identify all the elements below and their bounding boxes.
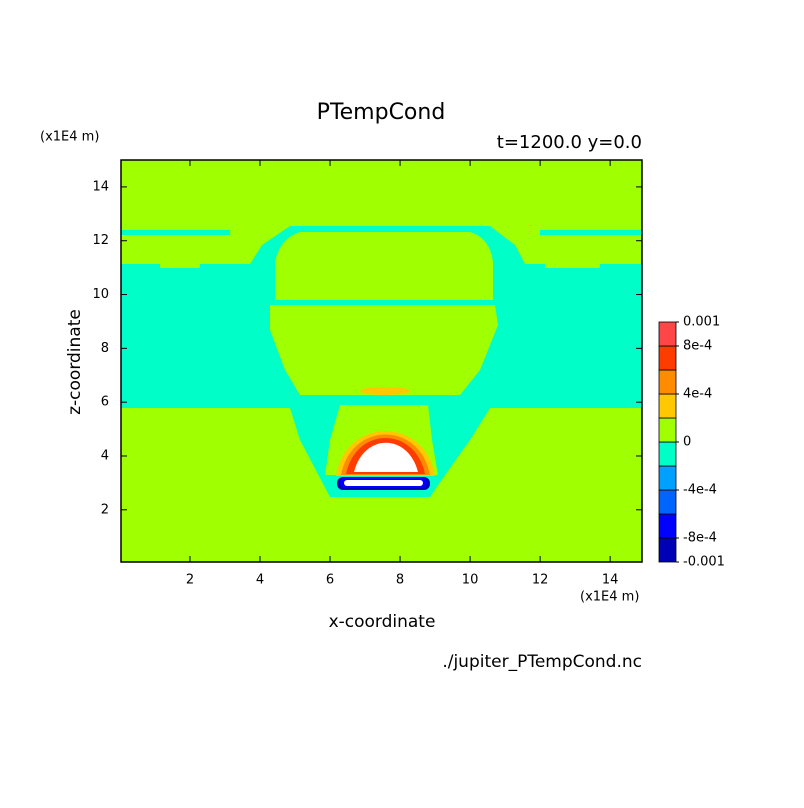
contour-region (545, 264, 600, 268)
colorbar-label: 0.001 (683, 315, 720, 330)
y-tick-label: 6 (101, 395, 109, 410)
y-tick-label: 4 (101, 448, 109, 463)
colorbar-swatch (658, 465, 677, 491)
contour-region (354, 442, 418, 472)
x-tick-label: 8 (396, 573, 404, 588)
y-tick-label: 10 (92, 287, 109, 302)
y-tick-label: 2 (101, 502, 109, 517)
contour-region (160, 264, 200, 268)
x-tick-label: 4 (256, 573, 264, 588)
x-axis-label: x-coordinate (329, 612, 436, 632)
colorbar-label: -8e-4 (683, 531, 717, 546)
contour-region (270, 305, 498, 395)
x-tick-label: 6 (326, 573, 334, 588)
x-tick-label: 2 (186, 573, 194, 588)
contour-region (121, 230, 230, 235)
colorbar-swatch (658, 417, 677, 443)
x-tick-label: 12 (532, 573, 549, 588)
contour-region (275, 232, 493, 300)
colorbar-label: 4e-4 (683, 387, 712, 402)
colorbar-swatch (658, 513, 677, 539)
y-tick-label: 8 (101, 341, 109, 356)
contour-region (344, 480, 423, 486)
x-tick-label: 10 (462, 573, 479, 588)
y-tick-label: 12 (92, 233, 109, 248)
plot-frame (120, 159, 643, 563)
colorbar-swatch (658, 393, 677, 419)
colorbar-label: 0 (683, 435, 691, 450)
x-unit: (x1E4 m) (580, 590, 639, 605)
colorbar-swatch (658, 321, 677, 347)
subtitle: t=1200.0 y=0.0 (497, 132, 642, 153)
y-axis-label: z-coordinate (65, 309, 85, 415)
source: ./jupiter_PTempCond.nc (442, 652, 642, 672)
x-tick-label: 14 (602, 573, 619, 588)
colorbar-swatch (658, 489, 677, 515)
colorbar-label: -4e-4 (683, 483, 717, 498)
colorbar-label: -0.001 (683, 555, 725, 570)
chart-title: PTempCond (317, 100, 446, 125)
colorbar-label: 8e-4 (683, 339, 712, 354)
contour-region (360, 387, 410, 395)
colorbar-swatch (658, 537, 677, 563)
colorbar-swatch (658, 345, 677, 371)
y-tick-label: 14 (92, 179, 109, 194)
colorbar-swatch (658, 369, 677, 395)
y-unit: (x1E4 m) (40, 130, 99, 145)
colorbar-swatch (658, 441, 677, 467)
contour-region (540, 230, 642, 235)
